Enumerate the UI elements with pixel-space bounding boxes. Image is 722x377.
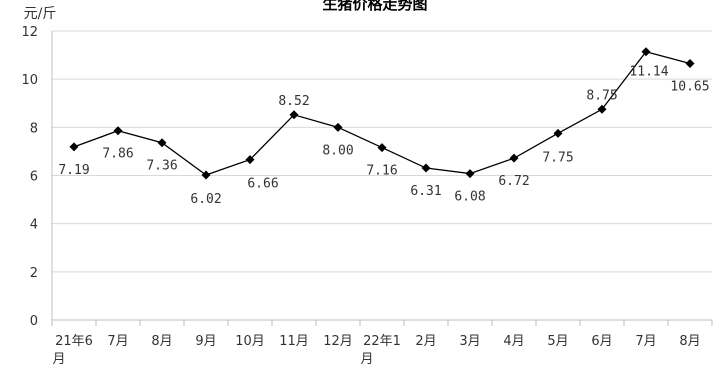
x-tick-label: 2月 — [415, 334, 436, 349]
x-tick-label: 9月 — [195, 334, 216, 349]
data-point — [421, 163, 431, 173]
y-tick-label: 2 — [30, 266, 38, 281]
x-tick-label: 21年6 月 — [52, 334, 92, 367]
data-point — [465, 169, 475, 179]
y-tick-label: 10 — [21, 73, 38, 88]
data-label: 6.66 — [247, 177, 278, 192]
data-point — [597, 104, 607, 114]
x-tick-label: 8月 — [151, 334, 172, 349]
x-tick-label: 6月 — [591, 334, 612, 349]
data-label: 6.02 — [190, 192, 221, 207]
data-label: 6.72 — [498, 174, 529, 189]
x-tick-label-line: 月 — [360, 352, 373, 367]
x-tick-label: 4月 — [503, 334, 524, 349]
data-point — [377, 143, 387, 153]
data-label: 7.19 — [58, 163, 89, 178]
data-label: 10.65 — [670, 80, 709, 95]
data-point — [289, 110, 299, 120]
x-tick-label: 11月 — [279, 334, 309, 349]
data-point — [245, 155, 255, 165]
data-point — [201, 170, 211, 180]
axes — [51, 31, 713, 326]
data-label: 8.52 — [278, 94, 309, 109]
x-tick-label-line: 月 — [52, 352, 65, 367]
x-tick-label: 10月 — [235, 334, 265, 349]
data-label: 6.31 — [410, 184, 441, 199]
x-tick-label: 12月 — [323, 334, 353, 349]
data-point — [69, 142, 79, 152]
data-label: 7.36 — [146, 159, 177, 174]
y-tick-label: 8 — [30, 121, 38, 136]
x-tick-label-line: 22年1 — [363, 334, 401, 349]
x-tick-label-line: 21年6 — [55, 334, 93, 349]
x-tick-label: 7月 — [635, 334, 656, 349]
tick-labels: 0 2 4 6 8 10 12 21年6 月 7月 8月 9月 10月 11月 12月 22年1 月 2月 3月 4月… — [21, 25, 700, 367]
x-tick-label: 8月 — [679, 334, 700, 349]
data-point — [553, 128, 563, 138]
y-tick-label: 0 — [30, 314, 38, 329]
data-point — [157, 138, 167, 148]
series — [69, 47, 695, 180]
data-point — [641, 47, 651, 57]
data-point — [509, 153, 519, 163]
x-tick-label: 7月 — [107, 334, 128, 349]
x-tick-label: 3月 — [459, 334, 480, 349]
data-label: 7.16 — [366, 164, 397, 179]
y-axis-label: 元/斤 — [24, 6, 57, 22]
data-label: 6.08 — [454, 190, 485, 205]
data-labels: 7.19 7.86 7.36 6.02 6.66 8.52 8.00 7.16 6.31 6.08… — [58, 65, 709, 207]
y-tick-label: 4 — [30, 218, 38, 233]
x-tick-label: 5月 — [547, 334, 568, 349]
data-label: 7.86 — [102, 147, 133, 162]
data-label: 8.00 — [322, 143, 353, 158]
series-line — [73, 50, 691, 176]
data-label: 11.14 — [629, 65, 668, 80]
data-point — [113, 126, 123, 136]
data-point — [333, 122, 343, 132]
y-tick-label: 12 — [21, 25, 38, 40]
y-tick-label: 6 — [30, 170, 38, 185]
gridlines — [52, 30, 712, 273]
data-label: 7.75 — [542, 150, 573, 165]
data-label: 8.75 — [586, 88, 617, 103]
data-point — [685, 59, 695, 69]
chart-title: 生猪价格走势图 — [322, 0, 427, 13]
x-tick-label: 22年1 月 — [360, 334, 400, 367]
